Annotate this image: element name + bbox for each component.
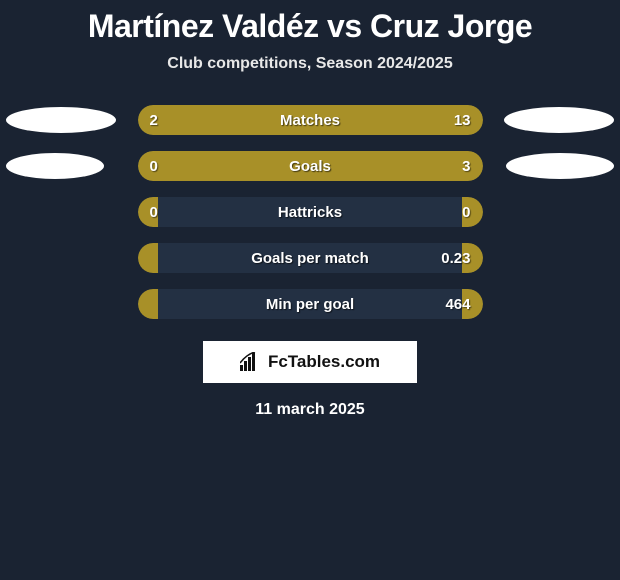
stat-row: 213Matches <box>0 105 620 135</box>
stat-bar-track: 0 0Hattricks <box>138 197 483 227</box>
page-subtitle: Club competitions, Season 2024/2025 <box>167 55 452 73</box>
stat-row: 464Min per goal <box>0 289 620 319</box>
player-right-ellipse <box>506 153 614 179</box>
source-logo[interactable]: FcTables.com <box>203 341 417 383</box>
stat-row: 0.23Goals per match <box>0 243 620 273</box>
comparison-card: Martínez Valdéz vs Cruz Jorge Club compe… <box>0 0 620 419</box>
stat-value-right: 0 <box>462 197 470 227</box>
date-label: 11 march 2025 <box>255 401 364 419</box>
stat-bar-fill-left <box>138 289 159 319</box>
stat-bar-track: 0.23Goals per match <box>138 243 483 273</box>
stat-bar-fill-right <box>200 105 483 135</box>
stat-value-right: 3 <box>462 151 470 181</box>
stat-bar-track: 213Matches <box>138 105 483 135</box>
stat-value-right: 13 <box>454 105 471 135</box>
player-left-ellipse <box>6 107 116 133</box>
stat-row: 03Goals <box>0 151 620 181</box>
stat-row: 0 0Hattricks <box>0 197 620 227</box>
stat-label: Min per goal <box>138 289 483 319</box>
stat-bar-track: 03Goals <box>138 151 483 181</box>
stat-rows-container: 213Matches03Goals00Hattricks0.23Goals pe… <box>0 105 620 335</box>
stat-bar-fill-left <box>138 243 159 273</box>
stat-label: Hattricks <box>138 197 483 227</box>
stat-label: Goals per match <box>138 243 483 273</box>
source-logo-text: FcTables.com <box>268 352 380 372</box>
stat-value-right: 0.23 <box>441 243 470 273</box>
stat-value-left: 0 <box>150 151 158 181</box>
stat-value-left: 0 <box>150 197 158 227</box>
page-title: Martínez Valdéz vs Cruz Jorge <box>88 8 532 45</box>
player-left-ellipse <box>6 153 104 179</box>
stat-value-left: 2 <box>150 105 158 135</box>
stat-bar-fill-right <box>158 151 482 181</box>
stat-value-right: 464 <box>445 289 470 319</box>
stat-bar-track: 464Min per goal <box>138 289 483 319</box>
bar-chart-icon <box>240 352 262 372</box>
stat-bar-fill-left <box>138 105 200 135</box>
player-right-ellipse <box>504 107 614 133</box>
